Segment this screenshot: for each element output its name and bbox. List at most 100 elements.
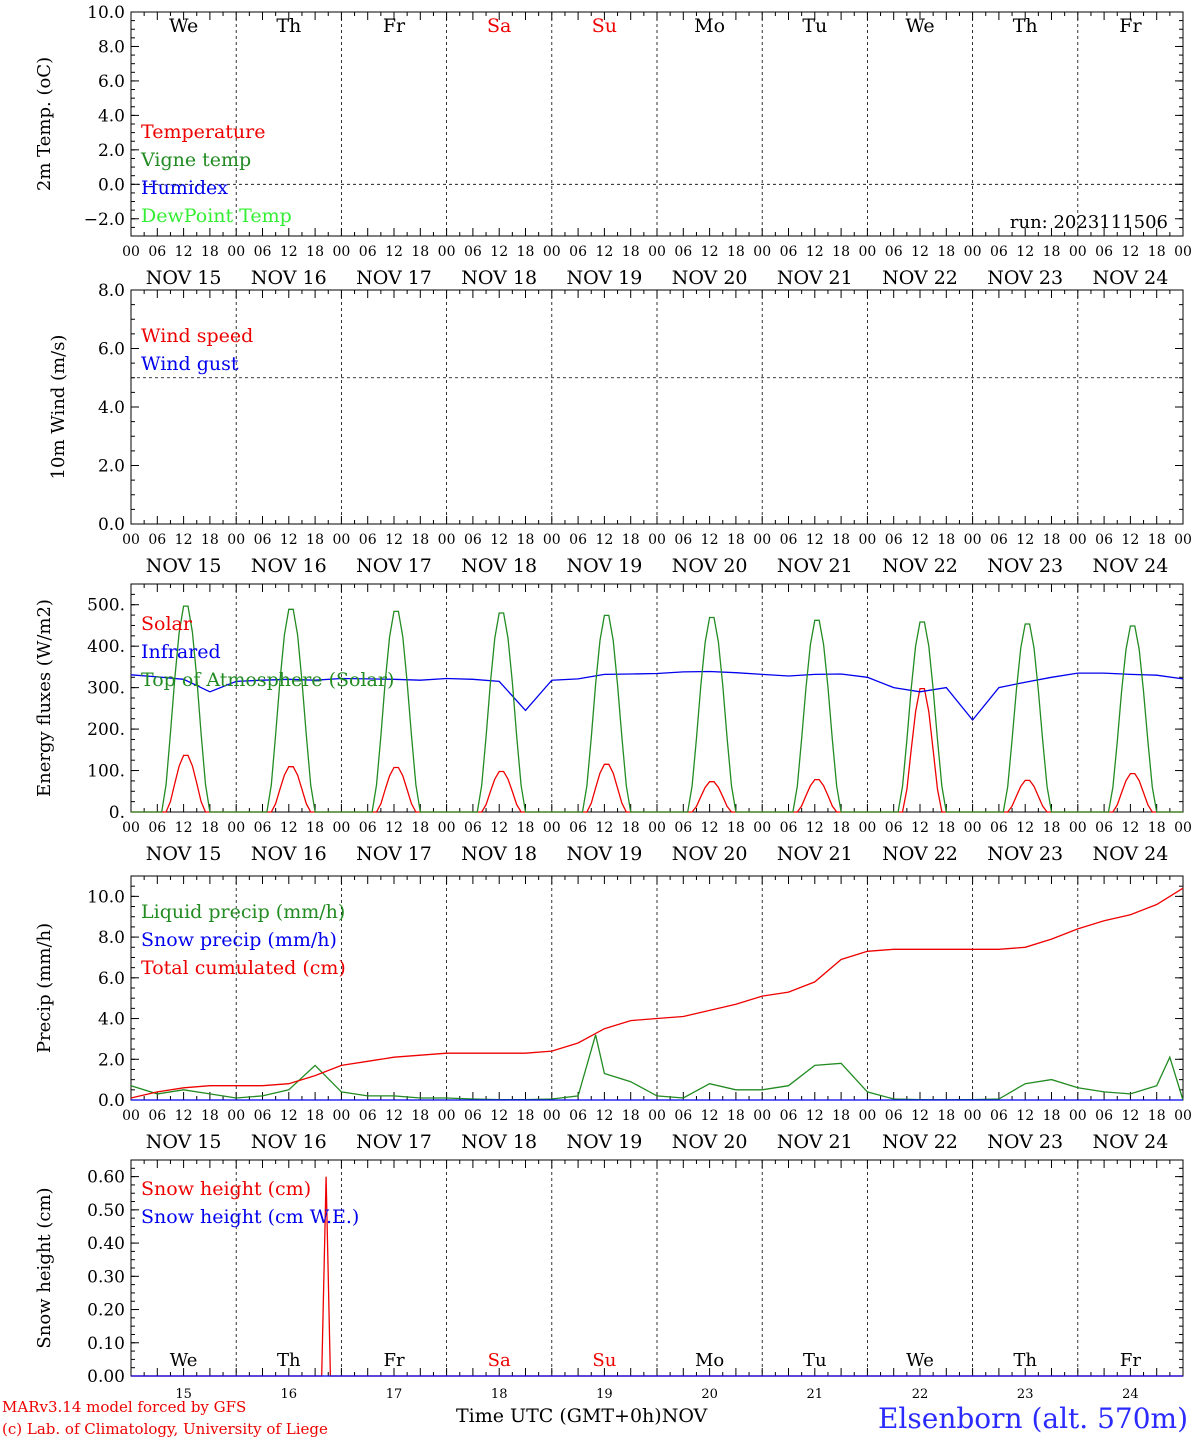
day-label: NOV 23 — [987, 1131, 1063, 1153]
day-number: 20 — [701, 1387, 718, 1402]
day-label: NOV 22 — [882, 843, 958, 865]
hour-label: 18 — [517, 244, 535, 260]
hour-label: 18 — [937, 1108, 955, 1124]
y-tick-label: 0.00 — [87, 1367, 125, 1387]
hour-label: 00 — [1069, 244, 1087, 260]
day-label: NOV 22 — [882, 1131, 958, 1153]
day-label: NOV 19 — [566, 555, 642, 577]
hour-label: 00 — [543, 244, 561, 260]
hour-label: 12 — [175, 820, 193, 836]
hour-label: 06 — [885, 820, 903, 836]
y-tick-label: 0.0 — [98, 175, 125, 195]
hour-label: 00 — [438, 244, 456, 260]
hour-label: 06 — [464, 1108, 482, 1124]
hour-label: 12 — [701, 244, 719, 260]
day-label: NOV 16 — [251, 555, 327, 577]
hour-label: 12 — [806, 532, 824, 548]
panel-2: 0.0 2.0 4.0 6.0 8.0 10m Wind (m/s) Wind speed W… — [48, 281, 1192, 577]
hour-label: 06 — [885, 532, 903, 548]
hour-label: 00 — [122, 820, 140, 836]
hour-label: 18 — [727, 820, 745, 836]
hour-label: 06 — [1095, 820, 1113, 836]
legend-entry: Total cumulated (cm) — [141, 957, 346, 979]
hour-label: 06 — [885, 1108, 903, 1124]
hour-label: 18 — [937, 532, 955, 548]
weekday-label: Th — [1013, 15, 1038, 37]
hour-label: 06 — [254, 820, 272, 836]
day-label: NOV 22 — [882, 267, 958, 289]
day-label: NOV 18 — [461, 843, 537, 865]
y-tick-label: 0.20 — [87, 1301, 125, 1321]
day-label: NOV 20 — [672, 1131, 748, 1153]
hour-label: 12 — [175, 1108, 193, 1124]
hour-label: 12 — [911, 244, 929, 260]
weekday-label: Su — [592, 1350, 616, 1371]
legend-entry: Infrared — [141, 641, 221, 663]
hour-label: 12 — [385, 244, 403, 260]
hour-label: 00 — [964, 1108, 982, 1124]
hour-label: 18 — [832, 820, 850, 836]
hour-label: 00 — [964, 532, 982, 548]
hour-label: 06 — [1095, 532, 1113, 548]
hour-label: 18 — [832, 244, 850, 260]
day-label: NOV 23 — [987, 267, 1063, 289]
day-label: NOV 23 — [987, 555, 1063, 577]
day-label: NOV 24 — [1092, 1131, 1168, 1153]
day-label: NOV 18 — [461, 555, 537, 577]
day-label: NOV 18 — [461, 267, 537, 289]
weekday-label: Mo — [694, 15, 725, 37]
day-number: 23 — [1017, 1387, 1034, 1402]
hour-label: 12 — [806, 820, 824, 836]
y-tick-label: 0.10 — [87, 1334, 125, 1354]
y-tick-label: −2.0 — [84, 210, 125, 230]
hour-label: 06 — [569, 1108, 587, 1124]
hour-label: 06 — [569, 244, 587, 260]
weekday-label: We — [906, 1350, 934, 1371]
hour-label: 06 — [254, 532, 272, 548]
y-axis-label: 10m Wind (m/s) — [48, 335, 69, 480]
hour-label: 00 — [227, 820, 245, 836]
hour-label: 12 — [595, 532, 613, 548]
hour-label: 00 — [438, 820, 456, 836]
hour-label: 06 — [674, 532, 692, 548]
hour-label: 06 — [148, 820, 166, 836]
day-number: 22 — [912, 1387, 929, 1402]
hour-label: 18 — [201, 820, 219, 836]
day-number: 21 — [807, 1387, 824, 1402]
plot-frame — [130, 11, 1184, 237]
y-axis-label: Snow height (cm) — [34, 1187, 55, 1348]
hour-label: 06 — [674, 1108, 692, 1124]
weekday-label: Th — [1013, 1350, 1037, 1371]
y-tick-label: 0.0 — [98, 1091, 125, 1111]
hour-label: 06 — [885, 244, 903, 260]
hour-label: 18 — [306, 244, 324, 260]
hour-label: 12 — [1016, 1108, 1034, 1124]
hour-label: 18 — [1043, 1108, 1061, 1124]
hour-label: 18 — [727, 244, 745, 260]
day-label: NOV 18 — [461, 1131, 537, 1153]
legend-entry: Solar — [141, 613, 193, 635]
legend-entry: Wind gust — [141, 353, 239, 375]
hour-label: 18 — [201, 1108, 219, 1124]
weekday-label: Mo — [695, 1350, 724, 1371]
y-tick-label: 8.0 — [98, 928, 125, 948]
station-name: Elsenborn (alt. 570m) — [877, 1402, 1188, 1435]
x-axis-label: Time UTC (GMT+0h)NOV — [456, 1405, 708, 1427]
series-line-solar — [131, 687, 1183, 813]
hour-label: 18 — [937, 820, 955, 836]
weekday-label: Fr — [1120, 1350, 1141, 1371]
hour-label: 06 — [990, 532, 1008, 548]
hour-label: 00 — [858, 244, 876, 260]
hour-label: 00 — [858, 532, 876, 548]
hour-label: 18 — [832, 532, 850, 548]
day-label: NOV 15 — [146, 843, 222, 865]
panel-3: 0. 100. 200. 300. 400. 500. Energy fluxes (W/m… — [34, 583, 1192, 865]
day-label: NOV 17 — [356, 1131, 432, 1153]
weekday-label: Fr — [1119, 15, 1142, 37]
hour-label: 06 — [990, 244, 1008, 260]
y-tick-label: 4.0 — [98, 398, 125, 418]
hour-label: 12 — [595, 244, 613, 260]
day-label: NOV 17 — [356, 267, 432, 289]
hour-label: 00 — [753, 244, 771, 260]
